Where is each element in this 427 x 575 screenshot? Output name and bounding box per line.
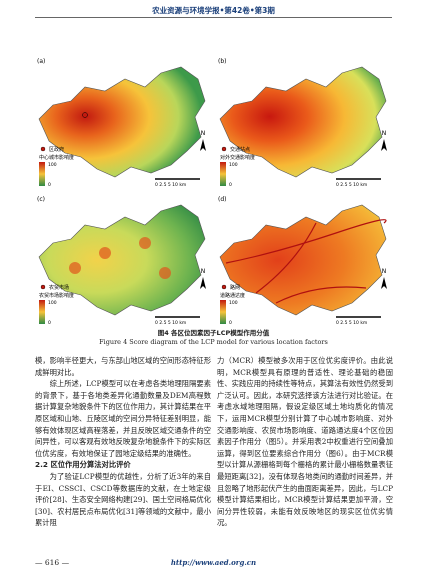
- road-line: [275, 286, 367, 304]
- legend-max: 100: [229, 300, 238, 306]
- legend-colorbar: [220, 300, 226, 324]
- legend-point-label: 交通站点: [230, 146, 250, 153]
- legend-point-label: 路网: [230, 284, 240, 291]
- legend-point-label: 区政府: [49, 146, 64, 153]
- journal-url: http://www.aed.org.cn: [170, 558, 257, 567]
- map-area: [38, 204, 206, 316]
- map-area: [219, 66, 387, 178]
- hotspot: [99, 247, 111, 259]
- north-label: N: [201, 130, 206, 137]
- legend-min: 0: [48, 182, 51, 188]
- north-arrow: [200, 277, 206, 289]
- legend-colorbar: [220, 162, 226, 186]
- legend-colorbar: [39, 162, 45, 186]
- road-line: [225, 219, 387, 264]
- paragraph: 综上所述，LCP模型可以在考虑各类地理阻隔要素的背景下，基于各地类差异化通勤数量…: [35, 379, 211, 458]
- legend-min: 0: [229, 182, 232, 188]
- north-label: N: [382, 268, 387, 275]
- right-column: 力（MCR）模型被多次用于区位优劣度评价。由此说明，MCR模型具有原理的普适性、…: [217, 355, 393, 529]
- journal-header: 农业资源与环境学报•第42卷•第3期: [152, 6, 275, 15]
- north-arrow: [381, 277, 387, 289]
- legend-title: 道路通达度: [220, 292, 245, 299]
- panel-label: (a): [37, 58, 45, 65]
- legend-symbol: [40, 146, 46, 152]
- legend-colorbar: [39, 300, 45, 324]
- north-arrow: [381, 139, 387, 151]
- paragraph: 模，影响半径更大，与东部山地区域的空间形态特征形成鲜明对比。: [35, 356, 211, 377]
- paragraph: 力（MCR）模型被多次用于区位优劣度评价。由此说明，MCR模型具有原理的普适性、…: [217, 356, 393, 528]
- legend-symbol: [221, 146, 227, 152]
- legend-symbol: [40, 284, 46, 290]
- panel-label: (d): [218, 196, 227, 203]
- scale-label: 0 2.5 5 10 km: [336, 320, 367, 326]
- section-heading: 2.2 区位作用分算法对比评价: [35, 460, 131, 470]
- road-line: [255, 222, 317, 294]
- left-column: 模，影响半径更大，与东部山地区域的空间形态特征形成鲜明对比。 综上所述，LCP模…: [35, 355, 211, 529]
- scale-label: 0 2.5 5 10 km: [336, 182, 367, 188]
- legend-title: 对外交通影响度: [220, 154, 255, 161]
- hotspot: [159, 267, 171, 279]
- legend-max: 100: [48, 300, 57, 306]
- legend-symbol: [221, 284, 227, 290]
- scale-label: 0 2.5 5 10 km: [155, 182, 186, 188]
- map-area: [38, 66, 206, 178]
- north-label: N: [382, 130, 387, 137]
- panel-label: (b): [218, 58, 227, 65]
- panel-label: (c): [37, 196, 45, 203]
- north-arrow: [200, 139, 206, 151]
- north-label: N: [201, 268, 206, 275]
- paragraph: 为了验证LCP模型的优越性，分析了近3年的来自于EI、CSSCI、CSCD等数据…: [35, 471, 211, 528]
- scale-label: 0 2.5 5 10 km: [155, 320, 186, 326]
- page-number: — 616 —: [35, 558, 70, 567]
- hotspot: [139, 237, 151, 249]
- header-rule: [35, 17, 392, 18]
- legend-title: 农贸市场影响度: [39, 292, 74, 299]
- government-point: [82, 112, 88, 118]
- legend-max: 100: [229, 162, 238, 168]
- legend-min: 0: [48, 320, 51, 326]
- legend-min: 0: [229, 320, 232, 326]
- legend-title: 中心城市影响度: [39, 154, 74, 161]
- figure-caption-en: Figure 4 Score diagram of the LCP model …: [99, 338, 328, 346]
- legend-point-label: 农贸市场: [49, 284, 69, 291]
- legend-max: 100: [48, 162, 57, 168]
- figure-caption-zh: 图4 各区位因素因子LCP模型作用分值: [157, 329, 270, 337]
- hotspot: [69, 262, 81, 274]
